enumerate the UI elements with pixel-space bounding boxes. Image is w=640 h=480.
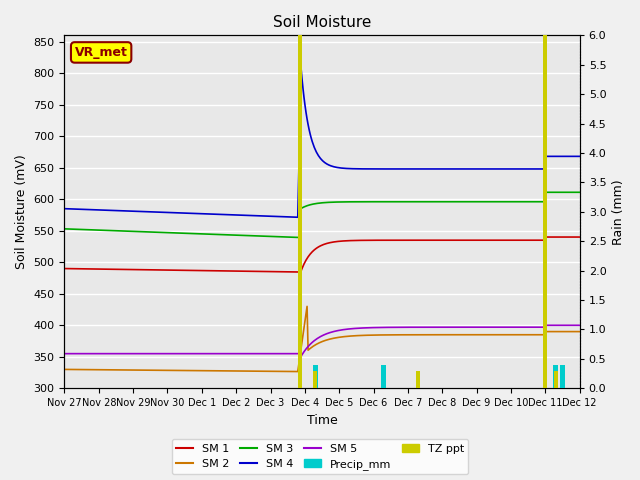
SM 4 <box>485 166 493 172</box>
SM 3 <box>307 202 314 208</box>
Line: SM 5: SM 5 <box>65 325 580 359</box>
SM 2 <box>341 334 349 339</box>
SM 3 <box>576 190 584 195</box>
SM 5 <box>340 327 348 333</box>
Line: SM 1: SM 1 <box>65 237 580 275</box>
SM 3 <box>484 199 492 204</box>
Bar <box>298 36 302 388</box>
SM 2 <box>61 367 68 372</box>
SM 3 <box>564 190 572 195</box>
Text: VR_met: VR_met <box>75 46 127 59</box>
SM 1 <box>564 234 572 240</box>
SM 2 <box>293 369 301 374</box>
Y-axis label: Soil Moisture (mV): Soil Moisture (mV) <box>15 155 28 269</box>
Bar <box>543 36 547 388</box>
SM 1 <box>576 234 584 240</box>
SM 4 <box>61 206 68 212</box>
Line: SM 3: SM 3 <box>65 192 580 238</box>
SM 2 <box>566 329 573 335</box>
X-axis label: Time: Time <box>307 414 337 427</box>
Line: SM 2: SM 2 <box>65 306 580 372</box>
SM 2 <box>485 332 493 337</box>
SM 3 <box>309 201 317 207</box>
Line: SM 4: SM 4 <box>65 53 580 217</box>
SM 2 <box>303 303 311 309</box>
SM 5 <box>576 323 584 328</box>
SM 2 <box>307 345 315 350</box>
SM 5 <box>564 323 572 328</box>
SM 5 <box>309 338 317 344</box>
Bar <box>560 365 565 388</box>
SM 4 <box>341 166 349 171</box>
SM 5 <box>61 351 68 357</box>
Title: Soil Moisture: Soil Moisture <box>273 15 371 30</box>
SM 5 <box>307 341 314 347</box>
SM 1 <box>307 251 314 257</box>
Bar <box>313 371 317 388</box>
Legend: SM 1, SM 2, SM 3, SM 4, SM 5, Precip_mm, TZ ppt: SM 1, SM 2, SM 3, SM 4, SM 5, Precip_mm,… <box>172 439 468 474</box>
SM 5 <box>484 324 492 330</box>
Bar <box>553 365 558 388</box>
Bar <box>312 365 317 388</box>
SM 2 <box>369 332 377 338</box>
SM 4 <box>576 154 584 159</box>
SM 4 <box>566 154 573 159</box>
SM 1 <box>296 272 303 277</box>
SM 5 <box>368 325 376 331</box>
SM 1 <box>61 265 68 271</box>
SM 4 <box>369 166 377 172</box>
Y-axis label: Rain (mm): Rain (mm) <box>612 179 625 245</box>
Bar <box>416 371 420 388</box>
SM 3 <box>295 235 303 240</box>
SM 5 <box>296 356 303 361</box>
SM 2 <box>310 343 318 348</box>
SM 4 <box>296 50 303 56</box>
SM 4 <box>310 144 318 150</box>
Bar <box>554 371 557 388</box>
SM 3 <box>61 226 68 232</box>
SM 1 <box>309 248 317 254</box>
SM 3 <box>368 199 376 204</box>
Bar <box>381 365 387 388</box>
SM 3 <box>340 199 348 205</box>
SM 4 <box>294 215 301 220</box>
SM 4 <box>307 135 315 141</box>
SM 1 <box>368 238 376 243</box>
SM 1 <box>340 238 348 244</box>
SM 1 <box>484 237 492 243</box>
SM 2 <box>576 329 584 335</box>
